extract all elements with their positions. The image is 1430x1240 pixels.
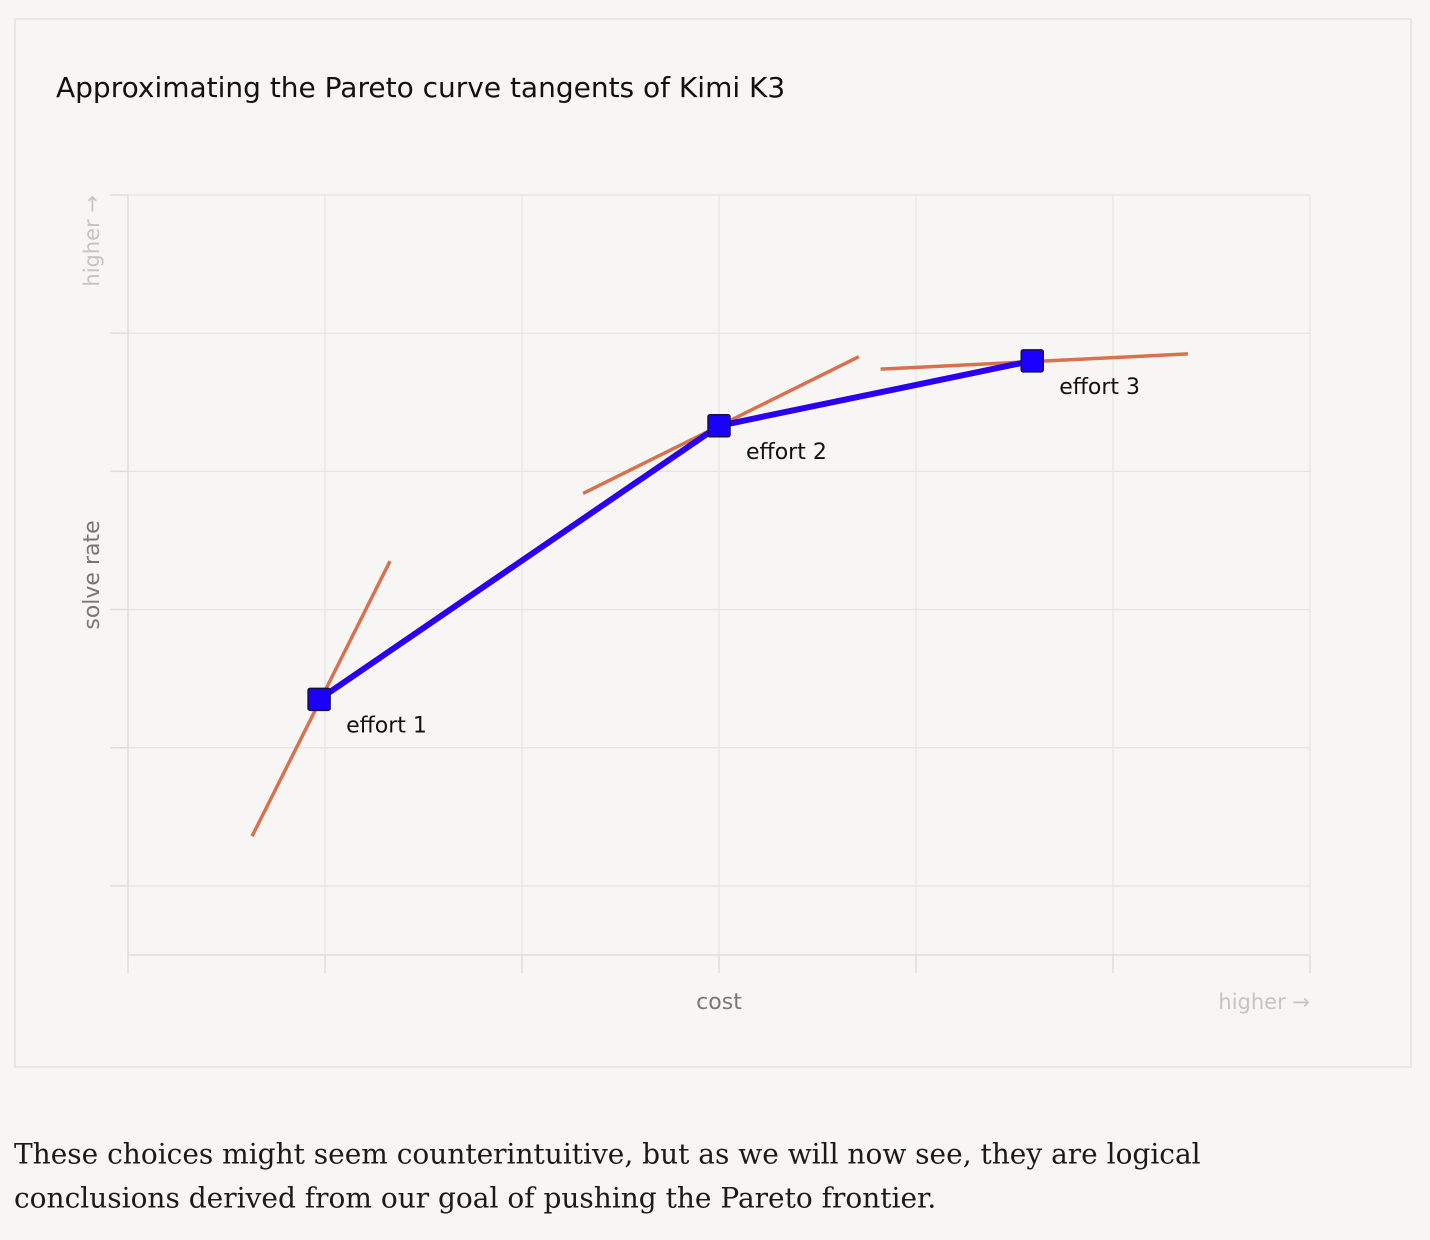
- point-label: effort 2: [746, 440, 827, 465]
- paragraph-line: conclusions derived from our goal of pus…: [14, 1182, 936, 1215]
- chart-card: [14, 18, 1412, 1068]
- point-label: effort 1: [346, 713, 427, 738]
- point-marker: [307, 687, 331, 712]
- y-axis-label: solve rate: [80, 520, 105, 629]
- y-axis-direction: higher →: [80, 195, 104, 287]
- x-axis-direction: higher →: [1218, 990, 1310, 1014]
- point-marker: [707, 414, 731, 438]
- point-marker: [1020, 349, 1044, 373]
- paragraph-line: These choices might seem counterintuitiv…: [14, 1138, 1201, 1171]
- chart-title: Approximating the Pareto curve tangents …: [56, 71, 785, 104]
- plot-area: effort 1 effort 2 effort 3: [110, 194, 1311, 973]
- x-axis-label: cost: [696, 990, 742, 1015]
- point-label: effort 3: [1059, 375, 1140, 400]
